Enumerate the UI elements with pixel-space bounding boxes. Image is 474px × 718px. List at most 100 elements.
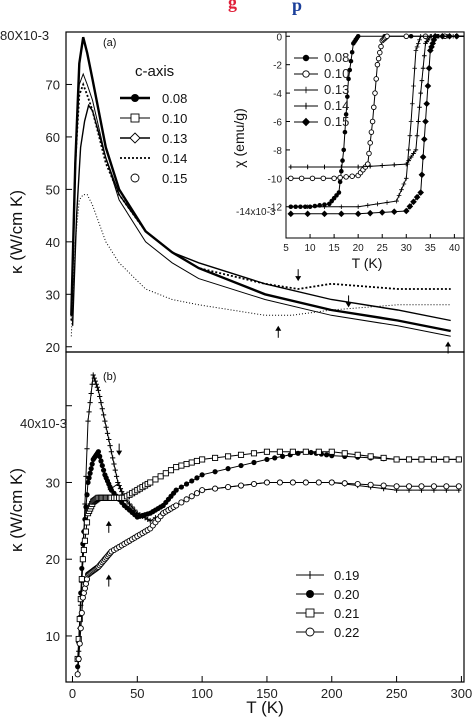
panel-b-point xyxy=(112,467,118,473)
panel-b-point xyxy=(113,473,120,479)
inset-series xyxy=(287,32,464,218)
panel-b-arrows xyxy=(105,443,123,587)
inset-xtick-label: 10 xyxy=(304,243,316,254)
panel-b-point xyxy=(178,484,184,490)
inset-point xyxy=(374,61,381,68)
inset-point xyxy=(406,158,411,163)
inset-point xyxy=(322,204,327,210)
inset-frame xyxy=(285,31,465,239)
inset-point xyxy=(337,179,343,185)
inset-xlabel: T (K) xyxy=(352,255,383,271)
inset-point xyxy=(373,76,379,82)
panel-b-point xyxy=(110,455,116,461)
inset-point xyxy=(418,33,424,39)
panel-b-point xyxy=(80,546,87,554)
panel-b-point xyxy=(225,453,232,460)
inset-ytick-label: -4 xyxy=(273,89,282,100)
panel-b-point xyxy=(237,482,245,489)
panel-b-point xyxy=(103,424,109,430)
panel-b-xtick-label: 150 xyxy=(256,686,278,701)
panel-b-point xyxy=(367,481,374,488)
panel-b-point xyxy=(393,483,400,490)
panel-b-point xyxy=(380,482,387,489)
inset-xtick-label: 40 xyxy=(449,243,461,254)
inset-point xyxy=(422,53,427,59)
panel-b-point xyxy=(183,496,190,503)
panel-b-point xyxy=(107,443,113,449)
inset-point xyxy=(414,44,420,50)
panel-b-point xyxy=(315,479,322,486)
inset-point xyxy=(321,210,328,218)
panel-b-point xyxy=(225,484,232,491)
inset-point xyxy=(423,100,431,108)
panel-b-point xyxy=(405,456,413,463)
panel-b-xtick-label: 200 xyxy=(321,686,343,701)
panel-b-point xyxy=(102,418,108,424)
panel-b-point xyxy=(99,406,105,412)
panel-b-point xyxy=(237,451,245,458)
panel-b-ytick-label: 20 xyxy=(46,552,60,567)
inset-legend-marker xyxy=(302,102,310,110)
inset-point xyxy=(340,158,345,163)
panel-b-point xyxy=(199,487,206,494)
panel-b-point xyxy=(308,449,314,456)
legend-a-marker xyxy=(130,113,140,123)
inset-point xyxy=(342,129,348,135)
legend-b-label: 0.22 xyxy=(334,625,359,640)
panel-b-point xyxy=(167,467,175,474)
inset-point xyxy=(312,203,318,209)
legend-a-label: 0.14 xyxy=(162,151,187,166)
legend-b-marker xyxy=(305,608,315,618)
inset-chart: 0 -2 -4 -6 -8 -10 -12 5 10 15 20 25 30 35 40 -14x10-3… xyxy=(231,31,465,271)
legend-a-title: c-axis xyxy=(135,63,174,80)
inset-point xyxy=(414,133,420,139)
panel-b-point xyxy=(95,449,102,455)
panel-b-point xyxy=(173,464,180,471)
panel-b-point xyxy=(106,436,112,443)
panel-b-point xyxy=(193,457,200,465)
inset-point xyxy=(355,33,361,39)
panel-b-point xyxy=(302,448,309,455)
panel-b-point xyxy=(83,519,91,526)
panel-b-point xyxy=(225,466,231,472)
panel-b-point xyxy=(193,490,200,497)
panel-b-point xyxy=(100,412,107,418)
panel-b-point xyxy=(85,479,91,486)
panel-b-point xyxy=(188,493,195,500)
inset-point xyxy=(425,64,433,72)
panel-b-point xyxy=(75,655,82,663)
panel-a-ytick-label: 20 xyxy=(46,340,60,355)
inset-point xyxy=(288,204,294,210)
panel-a-ylabel: κ (W/cm K) xyxy=(7,190,26,274)
inset-point xyxy=(288,175,294,182)
inset-point xyxy=(375,55,382,62)
panel-a-arrows xyxy=(275,269,452,354)
inset-y-ticks: 0 -2 -4 -6 -8 -10 -12 xyxy=(268,32,290,214)
panel-b-point xyxy=(157,473,164,480)
inset-point xyxy=(337,174,343,181)
legend-a-marker xyxy=(131,94,139,102)
inset-legend-label: 0.10 xyxy=(324,66,349,81)
panel-b-point xyxy=(430,483,437,490)
inset-point xyxy=(403,33,410,40)
panel-b-point xyxy=(77,625,84,632)
panel-b-point xyxy=(86,475,92,481)
panel-b-point xyxy=(188,459,195,466)
inset-point xyxy=(420,65,426,71)
panel-b-series xyxy=(74,372,462,678)
inset-point xyxy=(367,140,373,146)
inset-point xyxy=(422,118,429,125)
inset-point xyxy=(406,147,411,153)
panel-a-ymax-label: 80X10-3 xyxy=(0,28,49,43)
inset-ylabel: χ (emu/g) xyxy=(231,108,247,167)
panel-b-point xyxy=(289,479,296,486)
header-left-glyph: g xyxy=(228,0,237,12)
panel-b-point xyxy=(367,453,374,460)
panel-b-point xyxy=(79,556,86,563)
panel-b-point xyxy=(354,480,361,488)
inset-point xyxy=(427,47,434,54)
panel-b-point xyxy=(276,479,283,486)
panel-b-point xyxy=(92,378,98,384)
panel-b-point xyxy=(430,456,437,463)
